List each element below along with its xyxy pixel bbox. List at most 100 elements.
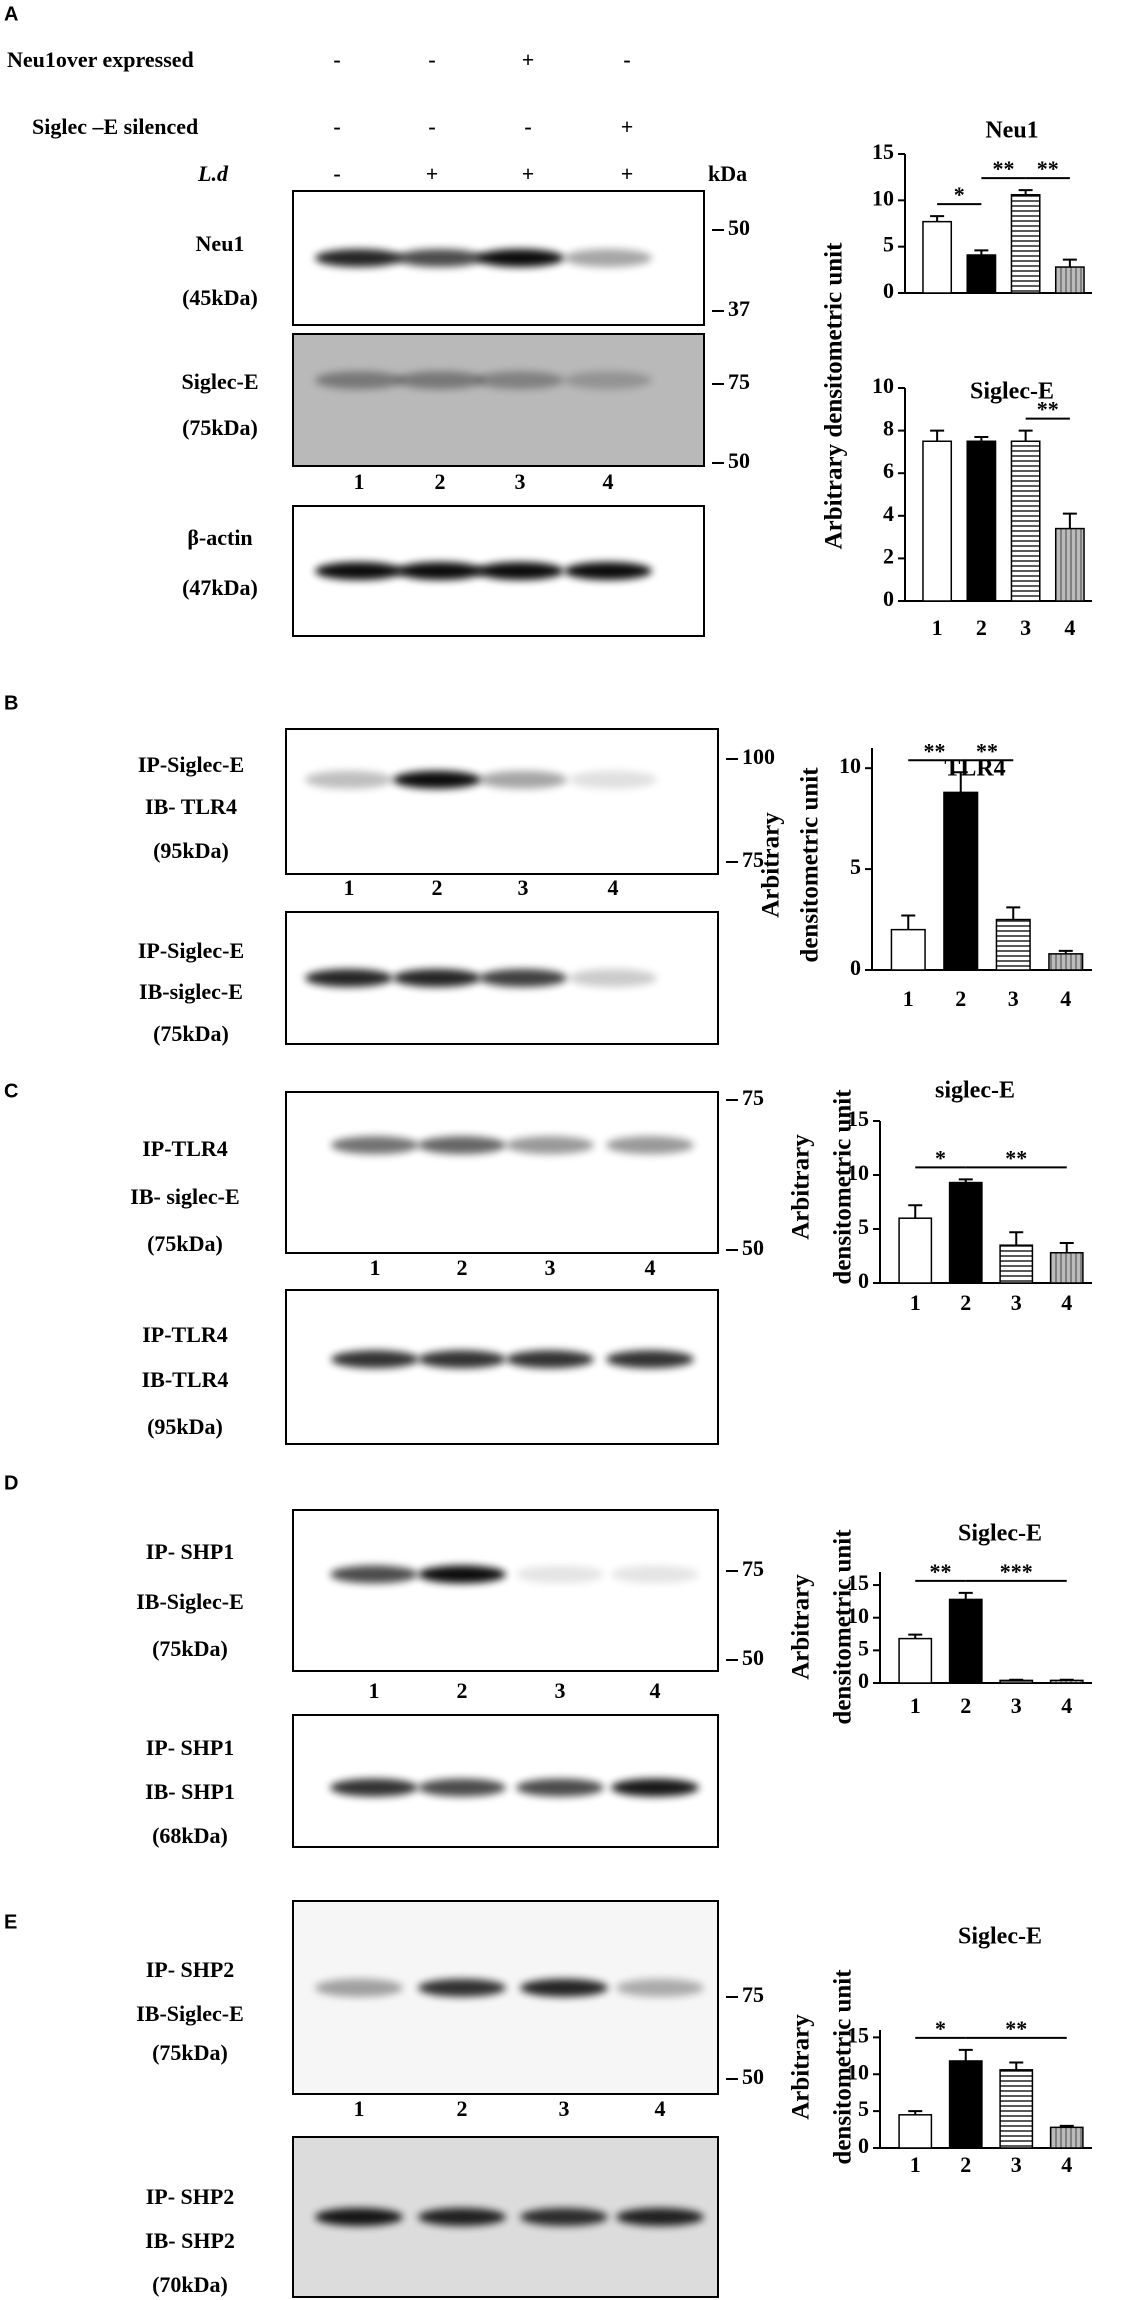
blot	[292, 333, 705, 467]
x-tick-label: 4	[1061, 2152, 1072, 2177]
significance-label: *	[954, 182, 965, 207]
treatment-sign: -	[333, 161, 340, 186]
blot-label: (75kDa)	[182, 415, 258, 440]
blot-label: (75kDa)	[153, 1021, 229, 1046]
band	[418, 1778, 506, 1797]
y-tick-label: 0	[883, 278, 894, 303]
blot-label: (95kDa)	[147, 1414, 223, 1439]
error-bar	[930, 429, 945, 442]
treatment-sign: -	[524, 114, 531, 139]
error-bar	[908, 1204, 923, 1219]
lane-number: 1	[354, 469, 365, 494]
bar	[898, 2114, 933, 2149]
lane-number: 4	[608, 875, 619, 900]
band	[396, 371, 484, 390]
y-tick-label: 15	[847, 1570, 869, 1595]
significance-label: **	[1005, 2016, 1027, 2041]
bar	[922, 440, 953, 602]
blot-label: (45kDa)	[182, 285, 258, 310]
band	[616, 1978, 704, 1997]
blot-label: IP-TLR4	[142, 1322, 228, 1347]
blot-label: IP-Siglec-E	[138, 938, 244, 963]
blot-label: IP-Siglec-E	[138, 752, 244, 777]
lane-number: 2	[457, 2096, 468, 2121]
y-tick-label: 10	[847, 1160, 869, 1185]
chart-title: TLR4	[944, 756, 1005, 782]
lane-number: 1	[344, 875, 355, 900]
significance-label: **	[976, 738, 998, 763]
error-bar	[930, 215, 945, 222]
band	[506, 1136, 594, 1155]
marker-label: 50	[742, 1235, 764, 1260]
blot-frame	[292, 1509, 719, 1672]
error-bar	[1059, 1678, 1074, 1681]
blot-label: (95kDa)	[153, 838, 229, 863]
blot	[292, 190, 705, 326]
band	[520, 1978, 608, 1997]
x-tick-label: 2	[960, 2152, 971, 2177]
y-tick-label: 10	[872, 373, 894, 398]
error-bar	[1009, 2061, 1024, 2070]
band	[606, 1350, 694, 1369]
blot	[285, 728, 719, 875]
band	[396, 562, 484, 580]
bar	[898, 1217, 933, 1284]
significance-label: *	[935, 1145, 946, 1170]
x-tick-label: 2	[976, 615, 987, 640]
band	[331, 1136, 419, 1155]
error-bar	[908, 1633, 923, 1639]
y-tick-label: 10	[847, 1603, 869, 1628]
error-bar	[1009, 1231, 1024, 1246]
lane-number: 3	[555, 1678, 566, 1703]
panel-letter: A	[4, 3, 18, 25]
x-tick-label: 3	[1011, 2152, 1022, 2177]
y-tick-label: 5	[858, 2096, 869, 2121]
blot-label: IP- SHP2	[146, 1957, 235, 1982]
blot-label: (70kDa)	[152, 2272, 228, 2297]
significance-label: **	[1037, 156, 1059, 181]
band	[476, 562, 564, 580]
x-tick-label: 3	[1008, 986, 1019, 1011]
y-tick-label: 10	[847, 2059, 869, 2084]
y-tick-label: 8	[883, 416, 894, 441]
band	[305, 969, 393, 987]
lane-number: 3	[518, 875, 529, 900]
band	[418, 1350, 506, 1369]
blot-label: IB- SHP2	[145, 2228, 235, 2253]
lane-number: 4	[603, 469, 614, 494]
panel-letter: C	[4, 1080, 18, 1102]
bar	[995, 918, 1031, 971]
y-tick-label: 10	[872, 185, 894, 210]
band	[393, 969, 481, 987]
bar	[948, 1598, 983, 1684]
blot-label: IB-TLR4	[142, 1367, 229, 1392]
error-bar	[974, 435, 989, 442]
marker-label: 75	[728, 369, 750, 394]
treatment-sign: -	[623, 47, 630, 72]
chart-title: siglec-E	[935, 1078, 1015, 1104]
error-bar	[1062, 512, 1077, 529]
blot-label: IB- SHP1	[145, 1779, 235, 1804]
band	[516, 1565, 604, 1584]
panel-letter: D	[4, 1472, 18, 1494]
marker-label: 100	[742, 744, 775, 769]
x-tick-label: 4	[1061, 1290, 1072, 1315]
error-bar	[958, 1178, 973, 1183]
treatment-sign: -	[333, 114, 340, 139]
significance-label: **	[930, 1559, 952, 1584]
blot	[285, 1289, 719, 1445]
band	[569, 770, 657, 789]
x-tick-label: 4	[1060, 986, 1071, 1011]
lane-number: 3	[545, 1255, 556, 1280]
band	[506, 1350, 594, 1369]
chart-title: Neu1	[985, 118, 1038, 144]
chart-title: Siglec-E	[970, 379, 1054, 405]
y-tick-label: 15	[847, 2022, 869, 2047]
band	[611, 1565, 699, 1584]
band	[476, 249, 564, 267]
bar	[999, 2069, 1034, 2149]
bar	[999, 1679, 1034, 1684]
